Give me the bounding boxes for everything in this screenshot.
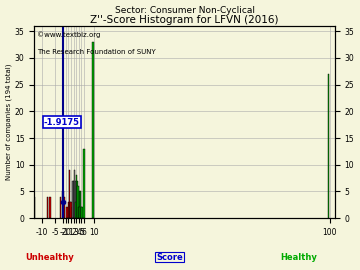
Bar — [73, 181, 74, 218]
Bar — [80, 207, 81, 218]
Bar — [77, 186, 79, 218]
Bar — [66, 207, 68, 218]
Text: The Research Foundation of SUNY: The Research Foundation of SUNY — [37, 49, 156, 55]
Bar — [93, 42, 94, 218]
Bar — [64, 197, 65, 218]
Bar — [68, 202, 69, 218]
Y-axis label: Number of companies (194 total): Number of companies (194 total) — [5, 64, 12, 180]
Bar — [79, 191, 80, 218]
Bar — [76, 202, 77, 218]
Text: Healthy: Healthy — [280, 253, 317, 262]
Text: ©www.textbiz.org: ©www.textbiz.org — [37, 32, 101, 38]
Bar — [81, 207, 82, 218]
Bar — [72, 207, 73, 218]
Text: Sector: Consumer Non-Cyclical: Sector: Consumer Non-Cyclical — [114, 6, 255, 15]
Bar — [80, 191, 81, 218]
Bar — [74, 170, 76, 218]
Bar — [76, 175, 77, 218]
Text: -1.9175: -1.9175 — [44, 117, 80, 127]
Title: Z''-Score Histogram for LFVN (2016): Z''-Score Histogram for LFVN (2016) — [90, 15, 279, 25]
Bar — [78, 207, 80, 218]
Bar — [75, 181, 76, 218]
Bar — [72, 181, 73, 218]
Bar — [62, 191, 64, 218]
Bar — [33, 197, 35, 218]
Text: Score: Score — [156, 253, 183, 262]
Bar — [69, 170, 70, 218]
Bar — [49, 197, 51, 218]
Bar — [73, 181, 75, 218]
Text: Unhealthy: Unhealthy — [25, 253, 74, 262]
Bar — [328, 74, 329, 218]
Bar — [47, 197, 48, 218]
Bar — [69, 202, 71, 218]
Bar — [77, 181, 78, 218]
Bar — [60, 197, 61, 218]
Bar — [81, 207, 83, 218]
Bar — [83, 149, 85, 218]
Bar — [70, 202, 72, 218]
